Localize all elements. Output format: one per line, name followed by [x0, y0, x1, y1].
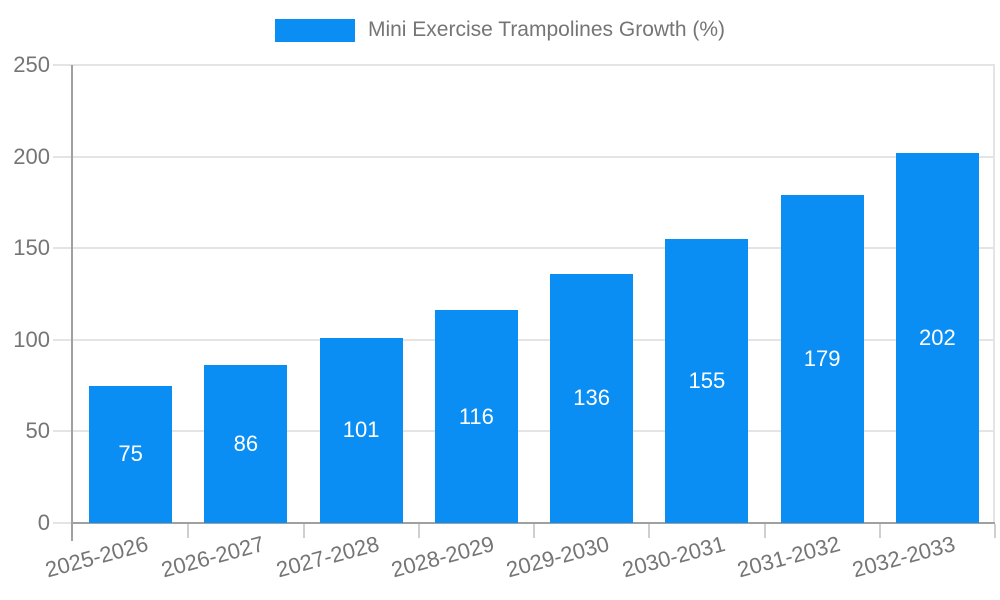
legend-label: Mini Exercise Trampolines Growth (%): [367, 18, 726, 41]
gridline: [53, 338, 995, 341]
bar-value-label: 136: [573, 385, 610, 411]
x-tick-mark: [533, 524, 535, 538]
x-axis-tick-label: 2025-2026: [42, 531, 152, 583]
x-tick-mark: [763, 524, 766, 538]
x-axis-tick-label: 2026-2027: [158, 531, 267, 583]
y-axis-tick-label: 50: [25, 418, 50, 444]
y-axis-tick-label: 250: [13, 52, 50, 77]
x-axis-tick-label: 2031-2032: [734, 531, 843, 583]
gridline: [53, 430, 995, 433]
x-axis-line: [71, 522, 995, 524]
y-axis-tick-label: 200: [13, 143, 50, 169]
bar-value-label: 116: [458, 403, 494, 429]
bar-value-label: 179: [803, 346, 841, 372]
y-tick-mark: [53, 522, 73, 524]
x-tick-mark: [878, 524, 881, 538]
gridline: [53, 247, 995, 250]
y-axis-line: [71, 65, 73, 541]
bar-value-label: 155: [688, 368, 726, 393]
bar: 75: [89, 385, 173, 523]
bar: 179: [780, 195, 864, 523]
x-axis-tick-label: 2027-2028: [273, 531, 382, 583]
x-tick-mark: [302, 524, 305, 538]
bar-value-label: 86: [233, 431, 259, 457]
x-tick-mark: [417, 524, 420, 538]
bar: 86: [204, 365, 288, 523]
bar: 136: [550, 273, 634, 523]
x-tick-mark: [994, 524, 996, 538]
bar: 101: [319, 337, 403, 523]
x-tick-mark: [648, 524, 651, 538]
x-axis-tick-label: 2028-2029: [388, 531, 497, 583]
legend-swatch-icon: [274, 18, 355, 42]
legend[interactable]: Mini Exercise Trampolines Growth (%): [0, 18, 1000, 42]
plot-right-border: [993, 65, 995, 523]
bar-value-label: 101: [342, 417, 380, 443]
bar: 202: [895, 152, 979, 523]
gridline: [53, 64, 995, 66]
gridline: [53, 155, 995, 158]
bar-value-label: 202: [919, 324, 956, 350]
x-axis-tick-label: 2030-2031: [619, 531, 728, 583]
x-tick-mark: [187, 524, 190, 538]
y-axis-tick-label: 0: [37, 510, 50, 535]
bar: 116: [434, 310, 518, 523]
x-axis-tick-label: 2029-2030: [503, 531, 613, 583]
x-axis-tick-label: 2032-2033: [849, 531, 958, 583]
bar-value-label: 75: [118, 441, 143, 467]
bar: 155: [665, 239, 749, 523]
y-axis-tick-label: 100: [13, 326, 50, 352]
y-axis-tick-label: 150: [13, 235, 50, 261]
